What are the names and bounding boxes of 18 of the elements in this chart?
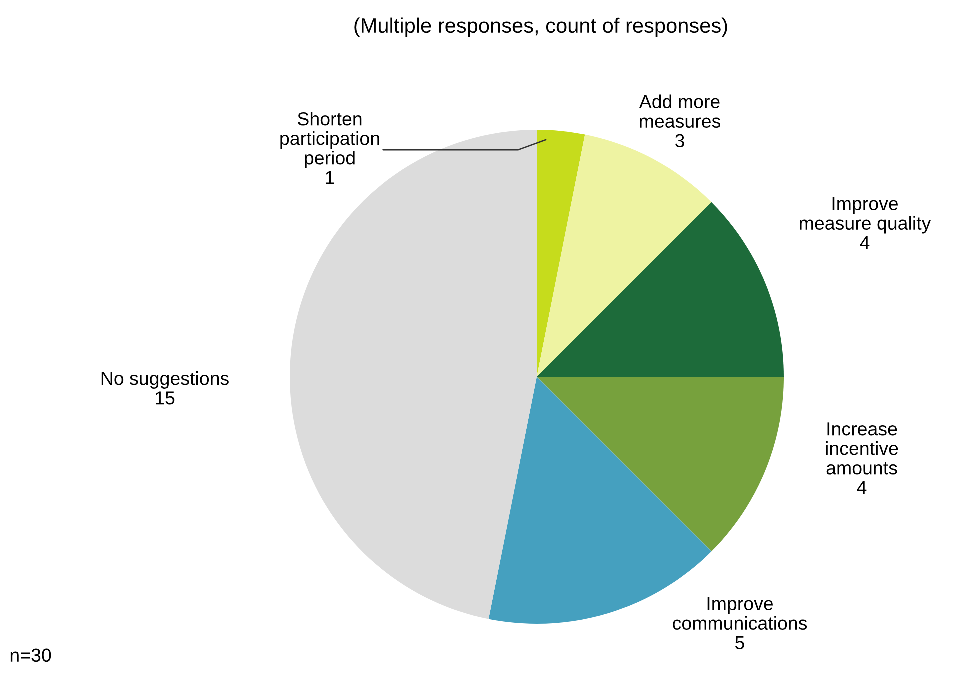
data-label: 1 [326,171,334,184]
slice-label: Shorten participation period [280,112,380,168]
slice-label: Improve measure quality [800,197,932,234]
text: n=30 [10,648,52,662]
data-label: 3 [676,134,684,148]
pie-slice [537,130,586,377]
data-label: 4 [860,236,870,250]
slice-label: No suggestions [102,372,229,389]
slice-label: Increase incentive amounts [826,422,898,475]
data-label: 4 [857,481,867,494]
pie-slice [537,377,784,552]
slice-label: Add more measures [639,94,720,128]
data-label: 5 [736,636,744,650]
chart-title: (Multiple responses, count of responses) [354,18,728,38]
slice-label: Improve communications [673,597,808,630]
pie-slice [537,134,712,377]
data-label: 15 [156,392,175,405]
pie-slice [537,202,784,377]
